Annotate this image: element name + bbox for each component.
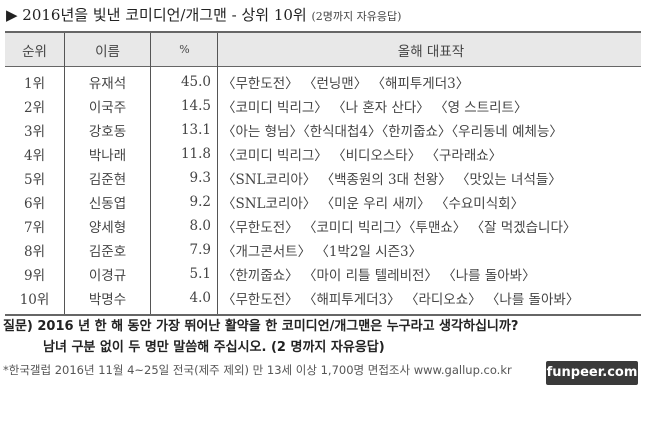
cell-percent: 14.5 <box>150 94 218 118</box>
cell-name: 신동엽 <box>64 190 151 214</box>
cell-name: 유재석 <box>64 66 151 94</box>
table-row: 3위 강호동 13.1 〈아는 형님〉〈한식대첩4〉〈한끼줍쇼〉〈우리동네 예체능〉 <box>5 118 641 142</box>
question-line1: 질문) 2016 년 한 해 동안 가장 뛰어난 활약을 한 코미디언/개그맨은… <box>3 319 519 334</box>
cell-name: 박명수 <box>64 286 151 315</box>
cell-rank: 6위 <box>23 196 45 212</box>
cell-rank: 9위 <box>23 268 45 284</box>
cell-name: 강호동 <box>64 118 151 142</box>
cell-works: 〈무한도전〉 〈해피투게더3〉 〈라디오쇼〉 〈나를 돌아봐〉 <box>217 286 641 315</box>
cell-name: 이국주 <box>64 94 151 118</box>
cell-rank: 8위 <box>23 244 45 260</box>
cell-percent: 7.9 <box>150 238 218 262</box>
cell-percent: 13.1 <box>150 118 218 142</box>
survey-question: 질문) 2016 년 한 해 동안 가장 뛰어난 활약을 한 코미디언/개그맨은… <box>3 316 518 358</box>
page-title: ▶ 2016년을 빛낸 코미디언/개그맨 - 상위 10위 (2명까지 자유응답… <box>6 4 401 25</box>
cell-name: 김준호 <box>64 238 151 262</box>
cell-percent: 8.0 <box>150 214 218 238</box>
cell-percent: 9.2 <box>150 190 218 214</box>
cell-name: 양세형 <box>64 214 151 238</box>
table-row: 10위 박명수 4.0 〈무한도전〉 〈해피투게더3〉 〈라디오쇼〉 〈나를 돌아봐〉 <box>5 286 641 315</box>
table-row: 5위 김준현 9.3 〈SNL코리아〉 〈백종원의 3대 천왕〉 〈맛있는 녀석들〉 <box>5 166 641 190</box>
ranking-table: 순위 이름 % 올해 대표작 1위 유재석 45.0 〈무한도전〉 〈런닝맨〉 〈해피… <box>5 31 641 316</box>
cell-name: 김준현 <box>64 166 151 190</box>
title-sub: (2명까지 자유응답) <box>311 10 402 23</box>
cell-rank: 1위 <box>23 76 45 92</box>
cell-works: 〈개그콘서트〉 〈1박2일 시즌3〉 <box>217 238 641 262</box>
cell-rank: 2위 <box>23 100 45 116</box>
title-main: ▶ 2016년을 빛낸 코미디언/개그맨 - 상위 10위 <box>6 6 307 24</box>
cell-works: 〈무한도전〉 〈코미디 빅리그〉〈투맨쇼〉 〈잘 먹겠습니다〉 <box>217 214 641 238</box>
cell-works: 〈코미디 빅리그〉 〈비디오스타〉 〈구라래쇼〉 <box>217 142 641 166</box>
header-works: 올해 대표작 <box>217 32 641 67</box>
cell-name: 이경규 <box>64 262 151 286</box>
cell-rank: 3위 <box>23 124 45 140</box>
cell-rank: 4위 <box>23 148 45 164</box>
cell-percent: 9.3 <box>150 166 218 190</box>
cell-percent: 4.0 <box>150 286 218 315</box>
table-header: 순위 이름 % 올해 대표작 <box>5 32 641 67</box>
header-percent: % <box>150 32 218 67</box>
table-row: 6위 신동엽 9.2 〈SNL코리아〉 〈미운 우리 새끼〉 〈수요미식회〉 <box>5 190 641 214</box>
cell-percent: 45.0 <box>150 66 218 94</box>
cell-works: 〈아는 형님〉〈한식대첩4〉〈한끼줍쇼〉〈우리동네 예체능〉 <box>217 118 641 142</box>
header-name: 이름 <box>64 32 151 67</box>
cell-percent: 11.8 <box>150 142 218 166</box>
table-row: 1위 유재석 45.0 〈무한도전〉 〈런닝맨〉 〈해피투게더3〉 <box>5 66 641 94</box>
cell-works: 〈SNL코리아〉 〈백종원의 3대 천왕〉 〈맛있는 녀석들〉 <box>217 166 641 190</box>
table-row: 8위 김준호 7.9 〈개그콘서트〉 〈1박2일 시즌3〉 <box>5 238 641 262</box>
table-row: 4위 박나래 11.8 〈코미디 빅리그〉 〈비디오스타〉 〈구라래쇼〉 <box>5 142 641 166</box>
source-note: *한국갤럽 2016년 11월 4~25일 전국(제주 제외) 만 13세 이상… <box>3 363 512 377</box>
cell-works: 〈무한도전〉 〈런닝맨〉 〈해피투게더3〉 <box>217 66 641 94</box>
table-row: 2위 이국주 14.5 〈코미디 빅리그〉 〈나 혼자 산다〉 〈영 스트리트〉 <box>5 94 641 118</box>
watermark-logo: funpeer.com <box>546 361 638 385</box>
cell-name: 박나래 <box>64 142 151 166</box>
cell-works: 〈코미디 빅리그〉 〈나 혼자 산다〉 〈영 스트리트〉 <box>217 94 641 118</box>
cell-rank: 7위 <box>23 220 45 236</box>
header-rank: 순위 <box>22 43 47 60</box>
cell-works: 〈SNL코리아〉 〈미운 우리 새끼〉 〈수요미식회〉 <box>217 190 641 214</box>
cell-rank: 10위 <box>19 292 50 308</box>
question-line2: 남녀 구분 없이 두 명만 말씀해 주십시오. (2 명까지 자유응답) <box>43 340 385 355</box>
cell-works: 〈한끼줍쇼〉 〈마이 리틀 텔레비전〉 〈나를 돌아봐〉 <box>217 262 641 286</box>
cell-percent: 5.1 <box>150 262 218 286</box>
table-row: 9위 이경규 5.1 〈한끼줍쇼〉 〈마이 리틀 텔레비전〉 〈나를 돌아봐〉 <box>5 262 641 286</box>
cell-rank: 5위 <box>23 172 45 188</box>
table-row: 7위 양세형 8.0 〈무한도전〉 〈코미디 빅리그〉〈투맨쇼〉 〈잘 먹겠습니다〉 <box>5 214 641 238</box>
